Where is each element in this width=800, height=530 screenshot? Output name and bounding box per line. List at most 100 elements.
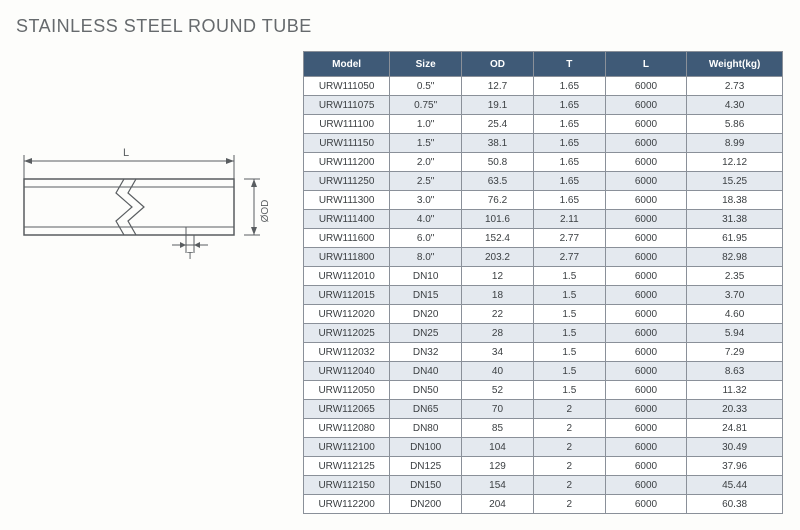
table-row: URW1111501.5"38.11.6560008.99	[304, 134, 783, 153]
col-header: L	[605, 52, 686, 77]
table-cell: DN125	[390, 457, 462, 476]
table-cell: 2.73	[687, 77, 783, 96]
table-cell: URW112065	[304, 400, 390, 419]
table-cell: 85	[462, 419, 534, 438]
table-cell: 8.0"	[390, 248, 462, 267]
table-cell: 37.96	[687, 457, 783, 476]
table-cell: 7.29	[687, 343, 783, 362]
table-cell: 4.60	[687, 305, 783, 324]
table-cell: 1.5	[533, 343, 605, 362]
table-cell: 2.77	[533, 248, 605, 267]
table-cell: 2	[533, 457, 605, 476]
table-row: URW112100DN1001042600030.49	[304, 438, 783, 457]
table-cell: 60.38	[687, 495, 783, 514]
label-L: L	[123, 147, 129, 159]
table-row: URW112032DN32341.560007.29	[304, 343, 783, 362]
table-row: URW1114004.0"101.62.11600031.38	[304, 210, 783, 229]
table-cell: 20.33	[687, 400, 783, 419]
table-cell: 6000	[605, 457, 686, 476]
table-cell: 6000	[605, 381, 686, 400]
table-cell: 101.6	[462, 210, 534, 229]
table-cell: 6000	[605, 210, 686, 229]
table-cell: 1.65	[533, 77, 605, 96]
table-cell: 129	[462, 457, 534, 476]
table-row: URW112020DN20221.560004.60	[304, 305, 783, 324]
table-cell: URW112015	[304, 286, 390, 305]
table-cell: DN200	[390, 495, 462, 514]
col-header: Weight(kg)	[687, 52, 783, 77]
table-row: URW112065DN65702600020.33	[304, 400, 783, 419]
table-cell: 3.0"	[390, 191, 462, 210]
col-header: Size	[390, 52, 462, 77]
table-cell: 1.65	[533, 153, 605, 172]
table-cell: 50.8	[462, 153, 534, 172]
table-cell: 2	[533, 419, 605, 438]
table-cell: 5.86	[687, 115, 783, 134]
table-cell: 6000	[605, 324, 686, 343]
table-cell: 6000	[605, 229, 686, 248]
table-cell: 12.12	[687, 153, 783, 172]
table-cell: 38.1	[462, 134, 534, 153]
table-cell: URW112100	[304, 438, 390, 457]
table-cell: URW112050	[304, 381, 390, 400]
table-cell: DN10	[390, 267, 462, 286]
table-cell: 2.11	[533, 210, 605, 229]
table-cell: URW111200	[304, 153, 390, 172]
col-header: Model	[304, 52, 390, 77]
table-cell: URW111100	[304, 115, 390, 134]
table-cell: 2.35	[687, 267, 783, 286]
page-title: STAINLESS STEEL ROUND TUBE	[16, 16, 784, 37]
table-cell: 0.5"	[390, 77, 462, 96]
table-cell: URW111600	[304, 229, 390, 248]
table-cell: 45.44	[687, 476, 783, 495]
table-row: URW1112502.5"63.51.65600015.25	[304, 172, 783, 191]
table-cell: 152.4	[462, 229, 534, 248]
tube-diagram: L ØOD T	[16, 141, 281, 261]
table-cell: URW112032	[304, 343, 390, 362]
table-cell: URW111150	[304, 134, 390, 153]
table-cell: 8.99	[687, 134, 783, 153]
table-cell: URW112200	[304, 495, 390, 514]
table-cell: URW111250	[304, 172, 390, 191]
table-cell: 1.65	[533, 115, 605, 134]
table-cell: 12	[462, 267, 534, 286]
table-cell: 6.0"	[390, 229, 462, 248]
table-cell: 6000	[605, 362, 686, 381]
table-header: ModelSizeODTLWeight(kg)	[304, 52, 783, 77]
table-cell: 18.38	[687, 191, 783, 210]
table-cell: 6000	[605, 438, 686, 457]
table-cell: 31.38	[687, 210, 783, 229]
table-cell: 6000	[605, 96, 686, 115]
table-cell: 6000	[605, 248, 686, 267]
col-header: OD	[462, 52, 534, 77]
table-cell: 3.70	[687, 286, 783, 305]
table-cell: 6000	[605, 134, 686, 153]
table-cell: 204	[462, 495, 534, 514]
table-cell: URW112080	[304, 419, 390, 438]
table-cell: 22	[462, 305, 534, 324]
table-row: URW112015DN15181.560003.70	[304, 286, 783, 305]
table-row: URW112040DN40401.560008.63	[304, 362, 783, 381]
table-body: URW1110500.5"12.71.6560002.73URW1110750.…	[304, 77, 783, 514]
table-row: URW1116006.0"152.42.77600061.95	[304, 229, 783, 248]
table-row: URW1111001.0"25.41.6560005.86	[304, 115, 783, 134]
spec-table: ModelSizeODTLWeight(kg) URW1110500.5"12.…	[303, 51, 783, 514]
table-cell: 19.1	[462, 96, 534, 115]
table-cell: 63.5	[462, 172, 534, 191]
table-cell: 15.25	[687, 172, 783, 191]
table-cell: 4.0"	[390, 210, 462, 229]
table-cell: 30.49	[687, 438, 783, 457]
table-cell: URW111075	[304, 96, 390, 115]
table-cell: 203.2	[462, 248, 534, 267]
table-cell: 104	[462, 438, 534, 457]
table-cell: 1.65	[533, 134, 605, 153]
table-row: URW112150DN1501542600045.44	[304, 476, 783, 495]
table-row: URW1112002.0"50.81.65600012.12	[304, 153, 783, 172]
table-cell: URW112025	[304, 324, 390, 343]
diagram-container: L ØOD T	[16, 51, 281, 266]
col-header: T	[533, 52, 605, 77]
table-cell: URW112040	[304, 362, 390, 381]
table-cell: 76.2	[462, 191, 534, 210]
table-row: URW1118008.0"203.22.77600082.98	[304, 248, 783, 267]
table-cell: 6000	[605, 419, 686, 438]
